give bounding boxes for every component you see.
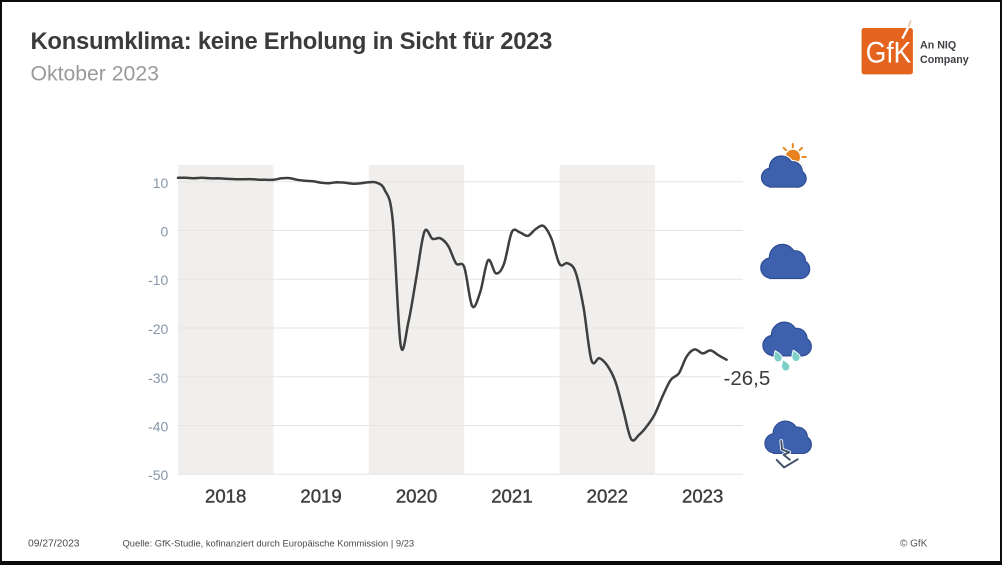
svg-text:Oktober 2023: Oktober 2023 bbox=[31, 63, 159, 86]
svg-text:2021: 2021 bbox=[491, 485, 532, 506]
svg-text:-10: -10 bbox=[148, 272, 168, 288]
svg-text:-30: -30 bbox=[148, 370, 168, 386]
svg-text:2022: 2022 bbox=[587, 485, 628, 506]
svg-text:-26,5: -26,5 bbox=[724, 367, 771, 390]
svg-text:-20: -20 bbox=[148, 321, 168, 337]
svg-text:An NIQ: An NIQ bbox=[920, 40, 956, 52]
svg-text:2018: 2018 bbox=[205, 485, 246, 506]
svg-text:2019: 2019 bbox=[300, 485, 341, 506]
svg-text:Konsumklima: keine Erholung in: Konsumklima: keine Erholung in Sicht für… bbox=[31, 28, 553, 55]
svg-text:GfK: GfK bbox=[866, 35, 912, 69]
svg-text:10: 10 bbox=[153, 175, 169, 191]
svg-text:Quelle: GfK-Studie, kofinanzie: Quelle: GfK-Studie, kofinanziert durch E… bbox=[123, 538, 415, 549]
svg-text:-50: -50 bbox=[148, 467, 168, 483]
svg-text:© GfK: © GfK bbox=[900, 539, 928, 550]
svg-text:0: 0 bbox=[161, 224, 169, 240]
svg-text:2023: 2023 bbox=[682, 485, 723, 506]
svg-text:-40: -40 bbox=[148, 419, 168, 435]
svg-text:Company: Company bbox=[920, 54, 969, 66]
svg-text:2020: 2020 bbox=[396, 485, 437, 506]
svg-text:09/27/2023: 09/27/2023 bbox=[28, 539, 80, 550]
